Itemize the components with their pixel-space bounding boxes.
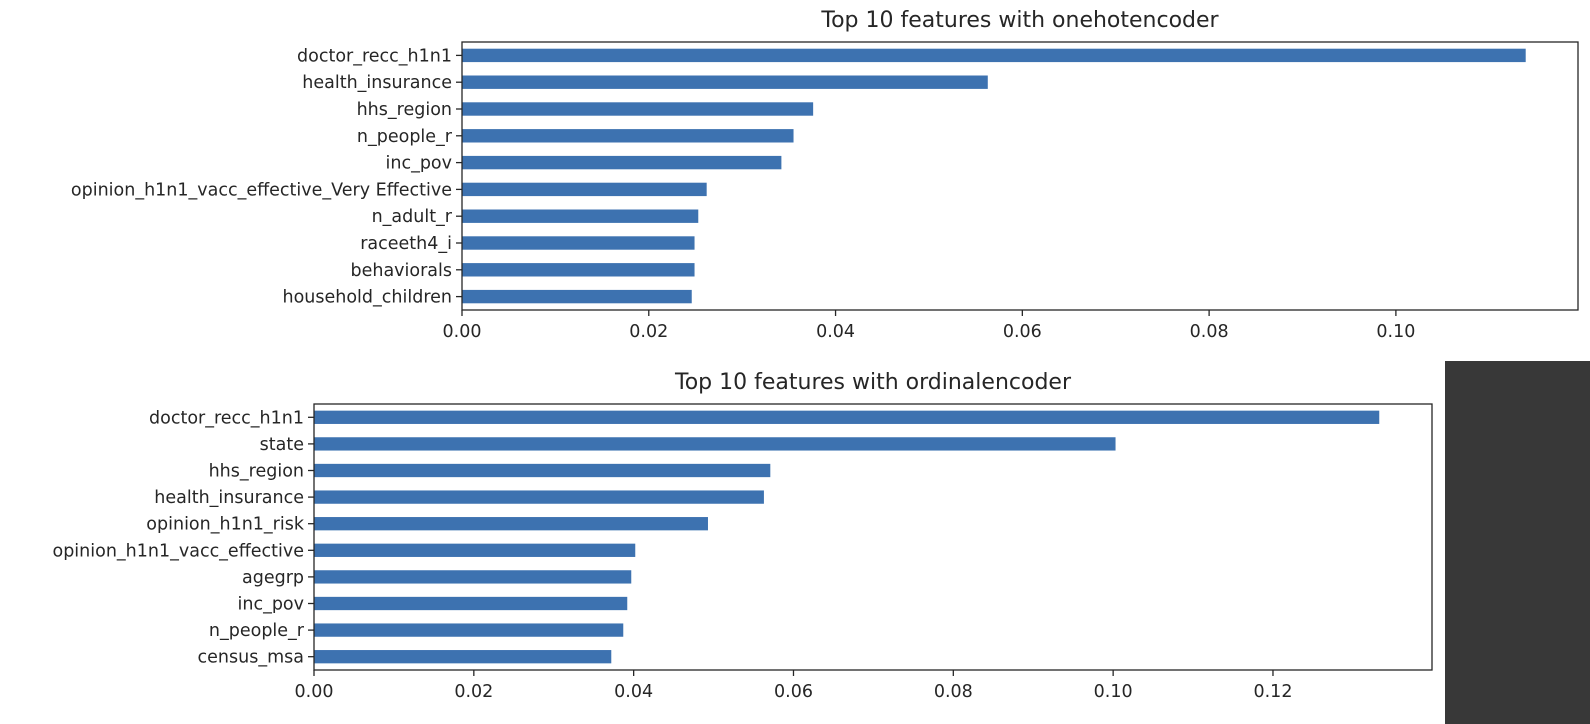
bar	[314, 570, 632, 584]
x-tick-label: 0.00	[295, 682, 334, 702]
category-label: doctor_recc_h1n1	[149, 408, 304, 428]
chart-title: Top 10 features with onehotencoder	[820, 8, 1219, 33]
category-label: census_msa	[198, 648, 304, 668]
bar	[314, 410, 1380, 424]
category-label: n_people_r	[357, 127, 453, 147]
category-label: opinion_h1n1_vacc_effective	[52, 541, 304, 561]
category-label: health_insurance	[154, 488, 304, 508]
x-tick-label: 0.08	[1190, 322, 1229, 342]
chart-ordinalencoder: Top 10 features with ordinalencoder docto…	[52, 370, 1433, 702]
category-label: raceeth4_i	[360, 234, 452, 254]
bar	[462, 289, 692, 304]
x-tick-label: 0.08	[934, 682, 973, 702]
x-tick-label: 0.02	[454, 682, 493, 702]
category-label: inc_pov	[386, 154, 453, 174]
chart-title: Top 10 features with ordinalencoder	[674, 370, 1072, 395]
bar	[314, 543, 636, 557]
bar	[314, 596, 628, 611]
bar	[462, 75, 988, 89]
category-label: household_children	[282, 288, 452, 308]
bar	[314, 437, 1116, 451]
category-label: agegrp	[242, 568, 304, 588]
x-tick-label: 0.04	[614, 682, 653, 702]
bar	[462, 102, 814, 116]
x-tick-label: 0.04	[816, 322, 855, 342]
bar	[462, 236, 695, 250]
category-label: opinion_h1n1_risk	[146, 515, 305, 535]
category-label: state	[260, 435, 304, 455]
plot-frame	[313, 403, 1433, 671]
category-label: n_people_r	[209, 621, 305, 641]
bar	[462, 155, 782, 170]
bar	[314, 517, 708, 531]
category-label: hhs_region	[209, 462, 304, 482]
category-label: opinion_h1n1_vacc_effective_Very Effecti…	[71, 180, 452, 200]
plot-frame	[461, 41, 1579, 311]
bar	[462, 129, 794, 143]
bar	[314, 623, 624, 637]
category-label: inc_pov	[238, 595, 305, 615]
category-label: health_insurance	[302, 73, 452, 93]
x-tick-label: 0.10	[1094, 682, 1133, 702]
side-panel	[1445, 361, 1590, 724]
category-label: hhs_region	[357, 100, 452, 120]
bar	[462, 209, 699, 223]
bar	[462, 263, 695, 277]
x-tick-label: 0.12	[1253, 682, 1292, 702]
x-tick-label: 0.06	[774, 682, 813, 702]
x-tick-label: 0.10	[1376, 322, 1415, 342]
bar	[462, 48, 1526, 63]
x-tick-label: 0.00	[443, 322, 482, 342]
bar	[462, 182, 707, 197]
category-label: n_adult_r	[372, 207, 453, 227]
category-label: doctor_recc_h1n1	[297, 46, 452, 66]
x-tick-label: 0.06	[1003, 322, 1042, 342]
bar	[314, 650, 612, 664]
category-label: behaviorals	[350, 261, 452, 281]
chart-onehotencoder: Top 10 features with onehotencoder doctor…	[71, 8, 1579, 342]
bar	[314, 490, 764, 504]
bar	[314, 463, 771, 478]
x-tick-label: 0.02	[629, 322, 668, 342]
